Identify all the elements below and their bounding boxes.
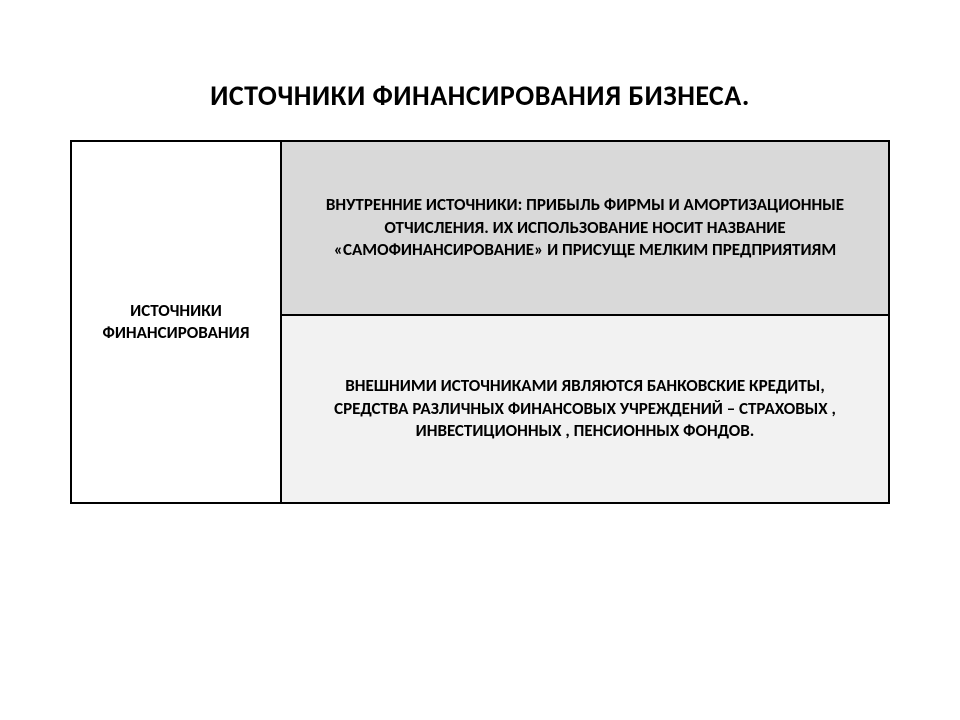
page-title: ИСТОЧНИКИ ФИНАНСИРОВАНИЯ БИЗНЕСА.: [0, 78, 960, 113]
table-cell-internal-sources: ВНУТРЕННИЕ ИСТОЧНИКИ: ПРИБЫЛЬ ФИРМЫ И АМ…: [282, 140, 890, 316]
table-left-header: ИСТОЧНИКИ ФИНАНСИРОВАНИЯ: [70, 140, 282, 504]
sources-table: ИСТОЧНИКИ ФИНАНСИРОВАНИЯ ВНУТРЕННИЕ ИСТО…: [70, 140, 890, 504]
table-cell-external-sources: ВНЕШНИМИ ИСТОЧНИКАМИ ЯВЛЯЮТСЯ БАНКОВСКИЕ…: [282, 316, 890, 504]
table-right-column: ВНУТРЕННИЕ ИСТОЧНИКИ: ПРИБЫЛЬ ФИРМЫ И АМ…: [282, 140, 890, 504]
